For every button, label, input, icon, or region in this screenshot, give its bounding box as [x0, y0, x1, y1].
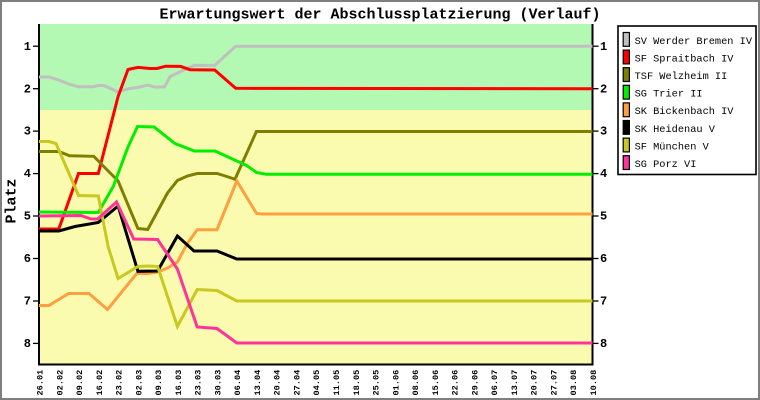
- svg-text:1: 1: [600, 40, 607, 54]
- svg-text:5: 5: [24, 210, 31, 224]
- svg-text:29.06: 29.06: [470, 370, 480, 396]
- svg-text:SG Porz VI: SG Porz VI: [635, 159, 697, 171]
- svg-text:06.04: 06.04: [233, 370, 243, 396]
- svg-text:08.06: 08.06: [411, 370, 421, 396]
- svg-text:8: 8: [600, 337, 607, 351]
- svg-text:16.02: 16.02: [95, 370, 105, 396]
- svg-text:3: 3: [600, 125, 607, 139]
- svg-text:26.01: 26.01: [36, 370, 46, 396]
- svg-text:3: 3: [24, 125, 31, 139]
- svg-text:01.06: 01.06: [391, 370, 401, 396]
- svg-text:SV Werder Bremen IV: SV Werder Bremen IV: [635, 36, 753, 48]
- svg-text:15.06: 15.06: [431, 370, 441, 396]
- svg-text:30.03: 30.03: [213, 370, 223, 396]
- svg-text:2: 2: [600, 82, 607, 96]
- svg-text:16.03: 16.03: [174, 370, 184, 396]
- svg-text:SF München V: SF München V: [635, 141, 710, 153]
- svg-text:6: 6: [24, 252, 31, 266]
- svg-text:23.03: 23.03: [194, 370, 204, 396]
- svg-text:8: 8: [24, 337, 31, 351]
- svg-text:22.06: 22.06: [451, 370, 461, 396]
- svg-text:5: 5: [600, 210, 607, 224]
- svg-text:SK Heidenau V: SK Heidenau V: [635, 124, 716, 136]
- svg-text:25.05: 25.05: [372, 370, 382, 396]
- svg-text:4: 4: [24, 167, 31, 181]
- svg-text:Platz: Platz: [4, 178, 21, 223]
- svg-text:1: 1: [24, 40, 31, 54]
- svg-text:7: 7: [600, 295, 607, 309]
- svg-text:20.04: 20.04: [273, 370, 283, 396]
- svg-text:10.08: 10.08: [589, 370, 599, 396]
- svg-text:02.03: 02.03: [134, 370, 144, 396]
- svg-text:11.05: 11.05: [332, 370, 342, 396]
- svg-text:23.02: 23.02: [115, 370, 125, 396]
- svg-text:04.05: 04.05: [312, 370, 322, 396]
- svg-text:SK Bickenbach IV: SK Bickenbach IV: [635, 106, 735, 118]
- svg-text:09.03: 09.03: [154, 370, 164, 396]
- svg-text:SF Spraitbach IV: SF Spraitbach IV: [635, 53, 735, 65]
- svg-text:09.02: 09.02: [75, 370, 85, 396]
- svg-text:06.07: 06.07: [490, 370, 500, 396]
- svg-text:6: 6: [600, 252, 607, 266]
- svg-text:Erwartungswert der Abschlusspl: Erwartungswert der Abschlussplatzierung …: [159, 7, 600, 24]
- svg-text:20.07: 20.07: [530, 370, 540, 396]
- svg-text:TSF Welzheim II: TSF Welzheim II: [635, 71, 728, 83]
- svg-text:13.07: 13.07: [510, 370, 520, 396]
- svg-text:03.08: 03.08: [569, 370, 579, 396]
- svg-text:2: 2: [24, 82, 31, 96]
- svg-text:27.04: 27.04: [293, 370, 303, 396]
- svg-text:13.04: 13.04: [253, 370, 263, 396]
- svg-text:18.05: 18.05: [352, 370, 362, 396]
- svg-text:02.02: 02.02: [55, 370, 65, 396]
- svg-text:7: 7: [24, 295, 31, 309]
- svg-text:27.07: 27.07: [550, 370, 560, 396]
- svg-text:4: 4: [600, 167, 607, 181]
- svg-text:SG Trier II: SG Trier II: [635, 89, 703, 101]
